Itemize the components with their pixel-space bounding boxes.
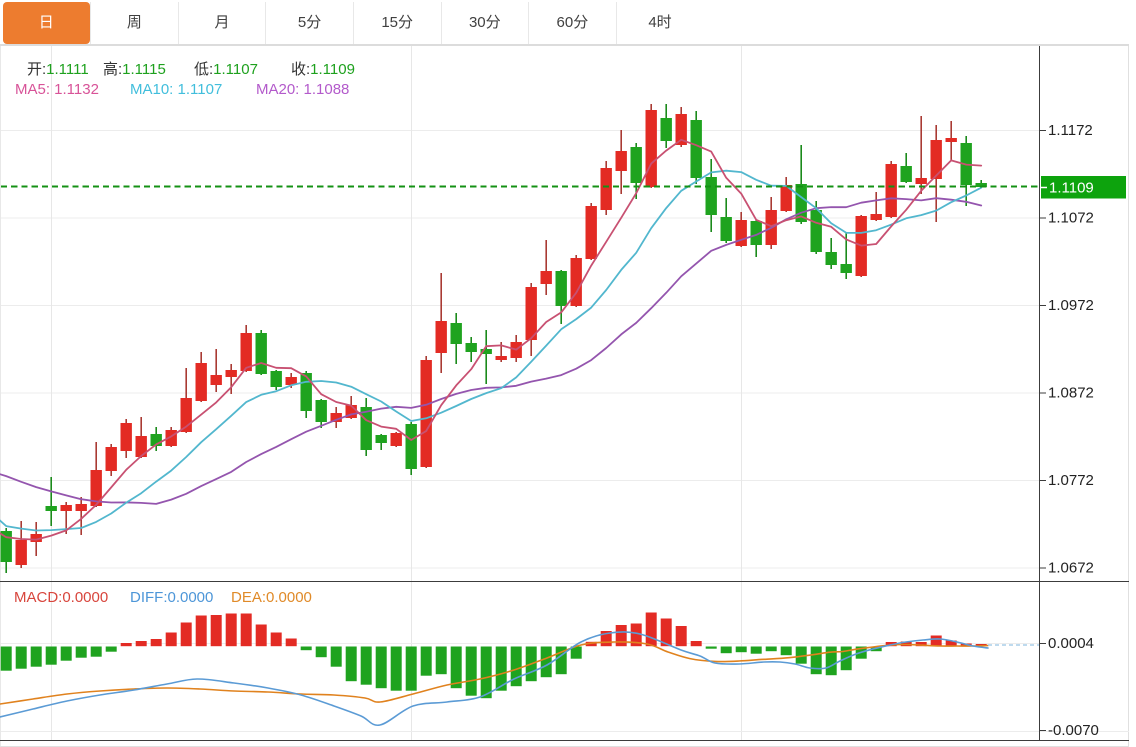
svg-text:1.1072: 1.1072 (1048, 210, 1094, 227)
svg-text:1.0872: 1.0872 (1048, 385, 1094, 402)
svg-text:0.0004: 0.0004 (1048, 635, 1094, 652)
svg-text:1.1172: 1.1172 (1048, 122, 1093, 139)
svg-text:1.0672: 1.0672 (1048, 560, 1094, 577)
svg-text:1.0772: 1.0772 (1048, 472, 1094, 489)
svg-text:1.1109: 1.1109 (1049, 180, 1094, 197)
svg-text:-0.0070: -0.0070 (1048, 722, 1099, 739)
svg-text:1.0972: 1.0972 (1048, 297, 1094, 314)
